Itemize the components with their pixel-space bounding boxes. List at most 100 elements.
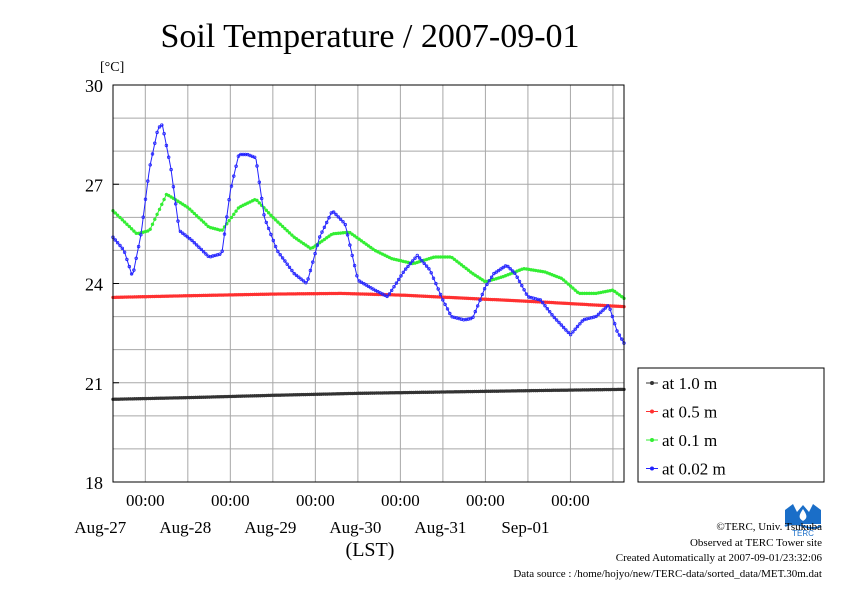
data-point <box>273 218 278 222</box>
data-point <box>568 332 573 337</box>
data-point <box>362 240 366 245</box>
data-point <box>190 209 194 214</box>
data-point <box>157 207 162 212</box>
legend-box <box>637 367 825 483</box>
data-point <box>232 174 236 178</box>
data-point <box>601 308 605 312</box>
series-at-0-5-m <box>111 291 626 309</box>
svg-text:TERC: TERC <box>792 529 814 538</box>
data-point <box>350 253 354 258</box>
data-point <box>285 262 289 266</box>
data-point <box>320 239 324 243</box>
data-point <box>204 222 208 227</box>
data-point <box>578 322 582 326</box>
credits-block: ©TERC, Univ. Tsukuba Observed at TERC To… <box>513 520 822 582</box>
data-point <box>322 225 327 229</box>
legend-label: at 0.02 m <box>662 460 726 479</box>
data-point <box>115 213 120 217</box>
legend-label: at 0.5 m <box>662 403 717 422</box>
data-point <box>157 125 162 129</box>
data-point <box>327 215 331 220</box>
data-point <box>522 288 526 292</box>
data-point <box>480 292 484 297</box>
y-tick-label: 27 <box>85 175 103 195</box>
data-point <box>613 322 617 326</box>
x-axis-label: (LST) <box>346 539 395 561</box>
created-text: Created Automatically at 2007-09-01/23:3… <box>615 552 822 564</box>
data-point <box>301 279 306 283</box>
data-point <box>524 292 529 296</box>
data-point <box>255 164 259 168</box>
data-point <box>164 143 169 148</box>
data-point <box>232 212 236 217</box>
data-point <box>517 279 522 284</box>
data-point <box>573 327 577 331</box>
data-point <box>304 243 308 247</box>
data-point <box>264 220 268 225</box>
data-point <box>197 216 201 220</box>
chart-title: Soil Temperature / 2007-09-01 <box>160 18 579 55</box>
data-point <box>615 329 619 333</box>
data-point <box>413 256 417 260</box>
data-point <box>336 215 340 219</box>
data-point <box>492 271 496 276</box>
data-point <box>227 218 231 223</box>
data-point <box>176 219 180 223</box>
data-point <box>225 215 229 219</box>
data-point <box>482 287 487 291</box>
data-point <box>348 243 352 247</box>
data-point <box>227 197 231 202</box>
observed-text: Observed at TERC Tower site <box>689 536 822 549</box>
data-point <box>487 279 491 283</box>
data-point <box>445 307 450 311</box>
data-point <box>252 155 257 159</box>
data-point <box>132 229 136 233</box>
x-tick-date-label: Aug-30 <box>329 518 381 537</box>
data-point <box>183 233 187 237</box>
data-point <box>276 220 280 224</box>
data-point <box>311 245 315 250</box>
data-point <box>201 249 206 254</box>
data-point <box>357 237 361 241</box>
x-tick-date-label: Sep-01 <box>501 518 549 537</box>
data-point <box>278 222 282 226</box>
legend-swatch-marker <box>650 381 654 385</box>
data-point <box>485 282 489 287</box>
data-point <box>120 218 125 222</box>
data-point <box>515 275 519 279</box>
data-point <box>278 252 282 257</box>
y-tick-label: 18 <box>85 473 103 493</box>
x-tick-date-label: Aug-27 <box>74 518 126 537</box>
data-point <box>610 314 615 319</box>
data-point <box>441 298 445 302</box>
data-point <box>192 211 197 216</box>
data-point <box>229 184 234 188</box>
data-point <box>287 265 292 269</box>
x-tick-label: 00:00 <box>296 491 335 510</box>
data-point <box>324 236 329 240</box>
data-point <box>150 222 155 227</box>
data-point <box>290 268 294 273</box>
data-point <box>369 245 373 250</box>
series-at-1-0-m <box>111 387 626 402</box>
data-point <box>136 244 141 249</box>
x-tick-label: 00:00 <box>126 491 165 510</box>
data-point <box>359 280 364 284</box>
legend-swatch-marker <box>650 466 654 471</box>
data-point <box>197 245 201 249</box>
data-point <box>155 130 159 135</box>
data-point <box>134 256 138 260</box>
data-point <box>387 292 392 296</box>
data-point <box>448 311 452 316</box>
data-point <box>155 212 159 217</box>
data-point <box>199 218 204 222</box>
data-point <box>311 260 315 264</box>
data-point <box>422 261 426 266</box>
data-point <box>545 307 549 311</box>
data-point <box>580 319 584 323</box>
source-text: Data source : /home/hojyo/new/TERC-data/… <box>513 567 822 580</box>
data-point <box>146 179 150 183</box>
data-point <box>160 202 164 207</box>
data-point <box>280 256 285 260</box>
